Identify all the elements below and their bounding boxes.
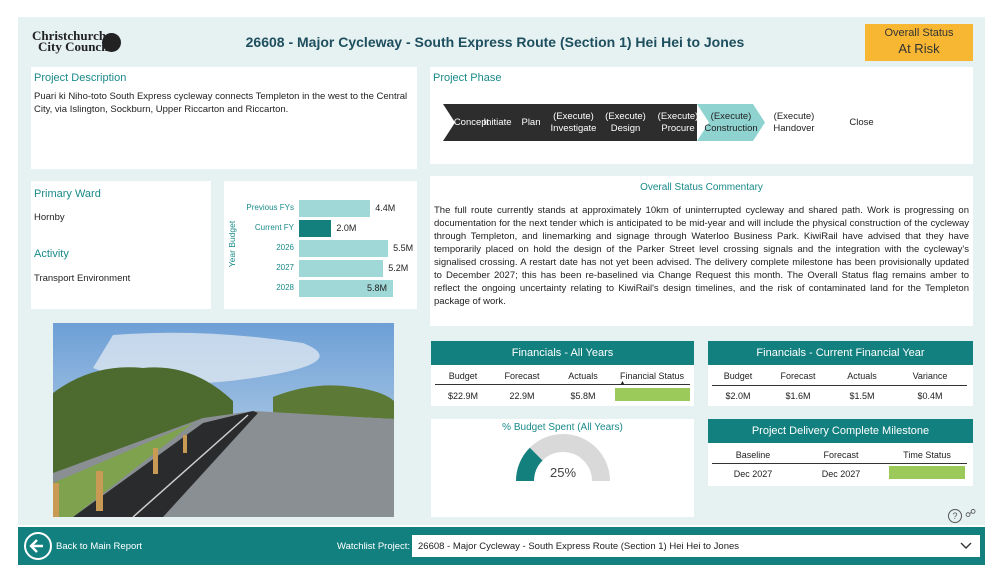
sort-arrow-icon: ▲: [619, 380, 626, 387]
phase-step-label: Initiate: [483, 116, 512, 128]
phase-label: Project Phase: [433, 72, 502, 84]
watchlist-value: 26608 - Major Cycleway - South Express R…: [418, 541, 740, 552]
divider: [435, 384, 690, 385]
description-text: Puari ki Niho-toto South Express cyclewa…: [34, 91, 408, 115]
milestone-value: Dec 2027: [821, 469, 861, 479]
phase-chevron-bar: [443, 104, 765, 141]
phase-step-bg: [592, 104, 647, 141]
chevron-down-icon: [960, 542, 972, 549]
page-title: 26608 - Major Cycleway - South Express R…: [245, 34, 745, 50]
council-logo: Christchurch City Council: [32, 28, 121, 54]
budget-row-label: Current FY: [254, 223, 294, 232]
budget-row-label: 2026: [276, 243, 294, 252]
activity-value: Transport Environment: [34, 273, 131, 284]
fin-all-title: Financials - All Years: [431, 341, 694, 365]
budget-bar: [299, 200, 371, 217]
fin-all-header: Financial Status: [619, 371, 685, 381]
fin-current-header: Forecast: [780, 371, 816, 381]
fin-current-header: Budget: [723, 371, 753, 381]
fin-current-value: $1.5M: [849, 391, 875, 401]
budget-bar: [299, 240, 389, 257]
fin-current-title: Financials - Current Financial Year: [708, 341, 973, 365]
milestone-header: Time Status: [903, 450, 951, 460]
milestone-value: Dec 2027: [733, 469, 773, 479]
budget-spent-value: 25%: [549, 465, 577, 480]
back-arrow-icon[interactable]: [24, 532, 52, 560]
phase-step-label: (Execute) Design: [605, 110, 646, 134]
budget-row-label: Previous FYs: [246, 203, 294, 212]
budget-bar-value: 2.0M: [336, 223, 357, 233]
divider: [712, 463, 967, 464]
time-status-indicator: [889, 466, 965, 479]
status-value: At Risk: [898, 41, 940, 56]
fin-all-header: Actuals: [568, 371, 598, 381]
logo-line1: Christchurch: [32, 28, 107, 43]
budget-bar: [299, 260, 384, 277]
watchlist-label: Watchlist Project:: [337, 541, 411, 552]
ward-value: Hornby: [34, 212, 65, 223]
budget-spent-title: % Budget Spent (All Years): [502, 422, 623, 433]
phase-step-bg: [476, 104, 507, 141]
milestone-header: Forecast: [823, 450, 859, 460]
budget-row-label: 2027: [276, 263, 294, 272]
watchlist-select[interactable]: 26608 - Major Cycleway - South Express R…: [412, 535, 980, 557]
phase-step-label: Close: [849, 116, 874, 128]
commentary-card: Overall Status Commentary The full route…: [430, 176, 973, 326]
activity-label: Activity: [34, 248, 69, 260]
logo-emblem-icon: [102, 33, 121, 52]
fin-current-value: $0.4M: [917, 391, 943, 401]
fin-all-header: Forecast: [504, 371, 540, 381]
project-photo: [53, 323, 394, 517]
budget-bar-value: 5.8M: [367, 283, 388, 293]
help-icon[interactable]: ?: [948, 509, 962, 523]
description-label: Project Description: [34, 72, 127, 84]
phase-step-label: Concept: [453, 116, 490, 128]
logo-line2: City Council: [38, 39, 109, 54]
budget-bar: [299, 220, 332, 237]
fin-current-value: $2.0M: [725, 391, 751, 401]
budget-spent-gauge: [516, 434, 610, 482]
budget-bar-value: 5.5M: [393, 243, 414, 253]
milestone-title: Project Delivery Complete Milestone: [708, 419, 973, 443]
gauge-fill: [516, 447, 543, 482]
ward-label: Primary Ward: [34, 188, 101, 200]
financial-status-indicator: [615, 388, 690, 401]
fin-all-value: $22.9M: [447, 391, 479, 401]
commentary-text: The full route currently stands at appro…: [434, 205, 969, 307]
phase-step-bg: [647, 104, 697, 141]
phase-step-label: Plan: [521, 116, 541, 128]
fin-current-value: $1.6M: [785, 391, 811, 401]
description-card: Project Description Puari ki Niho-toto S…: [31, 67, 417, 169]
fin-all-value: 22.9M: [509, 391, 535, 401]
phase-step-label: (Execute) Procure: [657, 110, 699, 134]
overall-status-badge: Overall Status At Risk: [865, 24, 973, 61]
phase-step-bg: [543, 104, 592, 141]
link-icon[interactable]: ☍: [965, 508, 977, 520]
budget-bar: [299, 280, 393, 297]
commentary-title: Overall Status Commentary: [640, 182, 763, 193]
budget-bar-value: 5.2M: [388, 263, 409, 273]
phase-step-bg: [443, 104, 476, 141]
phase-step-label: (Execute) Investigate: [550, 110, 597, 134]
phase-step-bg: [507, 104, 543, 141]
phase-step-label: (Execute) Handover: [773, 110, 815, 134]
fin-all-header: Budget: [448, 371, 478, 381]
milestone-header: Baseline: [735, 450, 771, 460]
ward-card: Primary Ward Hornby Activity Transport E…: [31, 181, 211, 309]
status-label: Overall Status: [884, 27, 954, 39]
budget-row-label: 2028: [276, 283, 294, 292]
divider: [712, 385, 967, 386]
fin-current-header: Actuals: [847, 371, 877, 381]
back-to-main-link[interactable]: Back to Main Report: [56, 541, 143, 552]
phase-step-current: [697, 104, 765, 141]
fin-current-header: Variance: [912, 371, 948, 381]
phase-step-label: (Execute) Construction: [704, 110, 758, 134]
budget-bar-value: 4.4M: [375, 203, 396, 213]
fin-all-value: $5.8M: [570, 391, 596, 401]
